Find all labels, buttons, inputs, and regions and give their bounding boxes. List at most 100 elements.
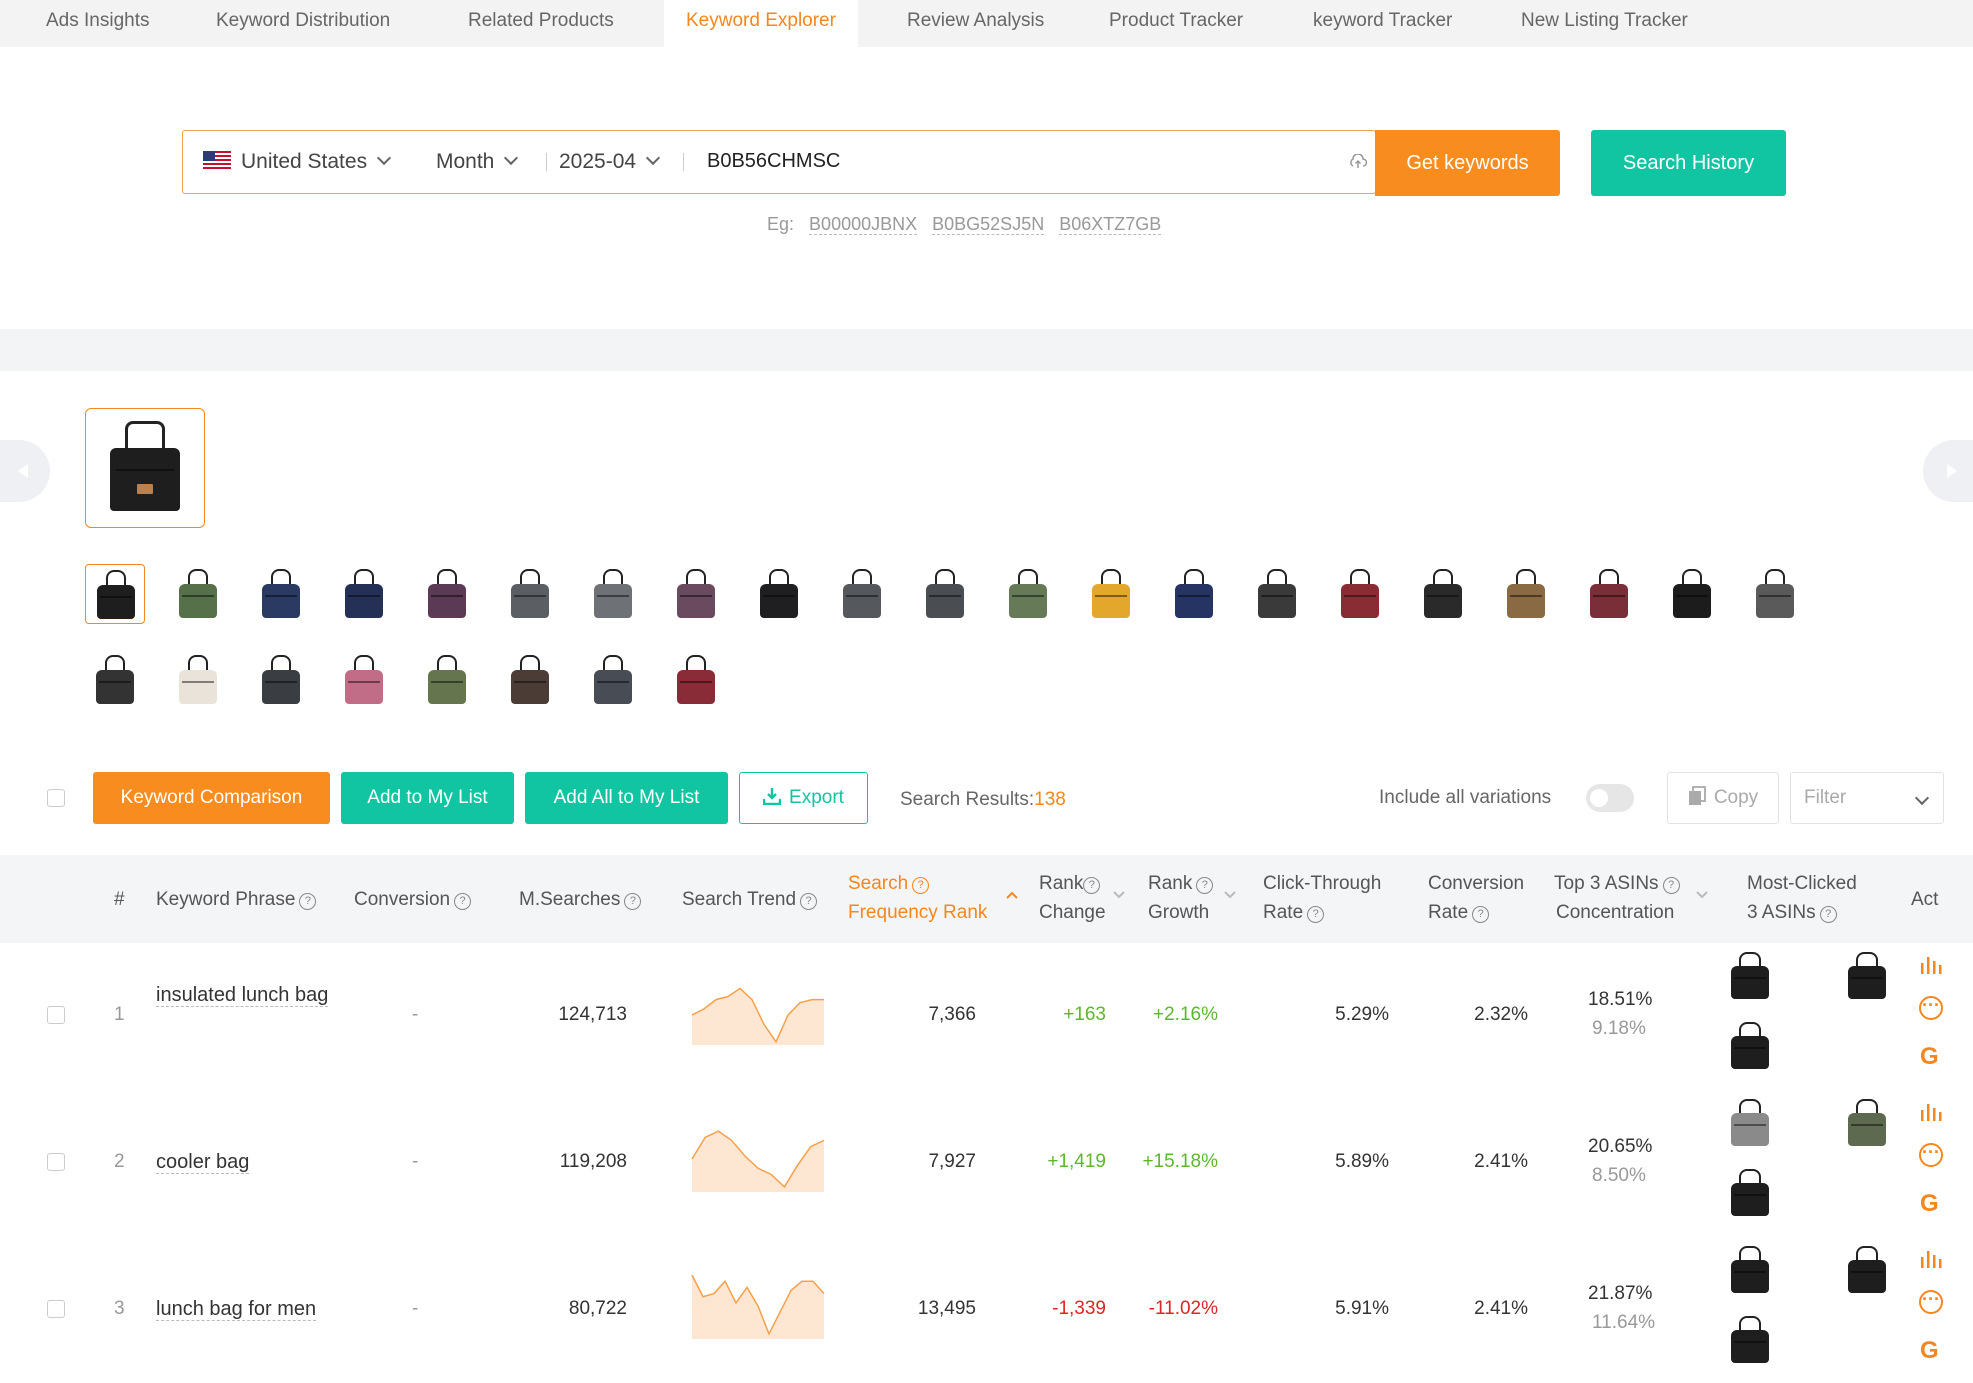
product-main-image[interactable] <box>85 408 205 528</box>
most-clicked-asin-image[interactable] <box>1721 1311 1779 1369</box>
date-select[interactable]: 2025-04 <box>559 131 661 192</box>
help-icon[interactable]: ? <box>299 893 317 910</box>
chart-bars-icon[interactable] <box>1919 1249 1945 1269</box>
tab-keyword-distribution[interactable]: Keyword Distribution <box>216 10 391 31</box>
add-all-to-list-button[interactable]: Add All to My List <box>525 772 728 824</box>
search-trend-sparkline[interactable] <box>691 979 825 1045</box>
variant-thumbnail[interactable] <box>583 564 643 624</box>
carousel-prev-button[interactable] <box>0 440 50 502</box>
tab-new-listing-tracker[interactable]: New Listing Tracker <box>1521 10 1688 31</box>
variant-thumbnail[interactable] <box>251 650 311 710</box>
variant-thumbnail[interactable] <box>168 564 228 624</box>
search-trend-sparkline[interactable] <box>691 1273 825 1339</box>
help-icon[interactable]: ? <box>1472 906 1490 923</box>
tab-product-tracker[interactable]: Product Tracker <box>1109 10 1244 31</box>
variant-thumbnail[interactable] <box>1164 564 1224 624</box>
col-search-frequency-rank[interactable]: Search? Frequency Rank <box>848 869 1018 927</box>
example-asin[interactable]: B06XTZ7GB <box>1059 214 1162 235</box>
help-icon[interactable]: ? <box>1196 877 1214 894</box>
tab-keyword-explorer[interactable]: Keyword Explorer <box>664 0 858 47</box>
keyword-link[interactable]: insulated lunch bag <box>156 984 329 1007</box>
more-options-icon[interactable]: ··· <box>1919 996 1943 1020</box>
most-clicked-asin-image[interactable] <box>1838 1241 1896 1299</box>
help-icon[interactable]: ? <box>912 877 930 894</box>
include-variations-toggle[interactable] <box>1586 784 1634 812</box>
variant-thumbnail[interactable] <box>583 650 643 710</box>
variant-thumbnail[interactable] <box>1496 564 1556 624</box>
variant-thumbnail[interactable] <box>500 650 560 710</box>
chart-bars-icon[interactable] <box>1919 1102 1945 1122</box>
col-ctr[interactable]: Click-Through Rate? <box>1263 869 1381 927</box>
most-clicked-asin-image[interactable] <box>1838 1094 1896 1152</box>
variant-thumbnail[interactable] <box>1081 564 1141 624</box>
variant-thumbnail[interactable] <box>832 564 892 624</box>
variant-thumbnail[interactable] <box>500 564 560 624</box>
variant-thumbnail[interactable] <box>417 564 477 624</box>
variant-thumbnail[interactable] <box>334 564 394 624</box>
variant-thumbnail[interactable] <box>85 564 145 624</box>
variant-thumbnail[interactable] <box>417 650 477 710</box>
example-asin[interactable]: B0BG52SJ5N <box>932 214 1045 235</box>
example-asin[interactable]: B00000JBNX <box>809 214 918 235</box>
keyword-phrase[interactable]: cooler bag <box>156 1148 336 1177</box>
most-clicked-asin-image[interactable] <box>1721 1241 1779 1299</box>
more-options-icon[interactable]: ··· <box>1919 1143 1943 1167</box>
col-keyword[interactable]: Keyword Phrase? <box>156 885 317 914</box>
keyword-comparison-button[interactable]: Keyword Comparison <box>93 772 330 824</box>
row-checkbox[interactable] <box>47 1153 65 1171</box>
google-search-icon[interactable]: G <box>1920 1337 1939 1364</box>
export-button[interactable]: Export <box>739 772 868 824</box>
period-select[interactable]: Month <box>436 131 519 192</box>
help-icon[interactable]: ? <box>1307 906 1325 923</box>
variant-thumbnail[interactable] <box>666 564 726 624</box>
help-icon[interactable]: ? <box>624 893 642 910</box>
tab-keyword-tracker[interactable]: keyword Tracker <box>1313 10 1453 31</box>
variant-thumbnail[interactable] <box>168 650 228 710</box>
asin-input[interactable]: B0B56CHMSC <box>707 150 841 172</box>
col-rank-growth[interactable]: Rank? Growth <box>1148 869 1236 927</box>
country-select[interactable]: United States <box>203 131 392 192</box>
sort-up-icon[interactable] <box>1006 891 1018 899</box>
row-checkbox[interactable] <box>47 1006 65 1024</box>
filter-select[interactable]: Filter <box>1790 772 1944 824</box>
upload-icon[interactable] <box>1349 154 1367 170</box>
row-checkbox[interactable] <box>47 1300 65 1318</box>
variant-thumbnail[interactable] <box>915 564 975 624</box>
variant-thumbnail[interactable] <box>1745 564 1805 624</box>
more-options-icon[interactable]: ··· <box>1919 1290 1943 1314</box>
tab-ads-insights[interactable]: Ads Insights <box>46 10 150 31</box>
sort-down-icon[interactable] <box>1224 891 1236 899</box>
keyword-link[interactable]: lunch bag for men <box>156 1298 317 1321</box>
sort-down-icon[interactable] <box>1696 891 1708 899</box>
variant-thumbnail[interactable] <box>334 650 394 710</box>
help-icon[interactable]: ? <box>1819 906 1837 923</box>
variant-thumbnail[interactable] <box>749 564 809 624</box>
variant-thumbnail[interactable] <box>1413 564 1473 624</box>
col-top3-concentration[interactable]: Top 3 ASINs? Concentration <box>1554 869 1708 927</box>
get-keywords-button[interactable]: Get keywords <box>1375 130 1560 196</box>
col-conversion[interactable]: Conversion? <box>354 885 472 914</box>
variant-thumbnail[interactable] <box>1330 564 1390 624</box>
most-clicked-asin-image[interactable] <box>1721 947 1779 1005</box>
variant-thumbnail[interactable] <box>1579 564 1639 624</box>
most-clicked-asin-image[interactable] <box>1838 947 1896 1005</box>
col-trend[interactable]: Search Trend? <box>682 885 818 914</box>
help-icon[interactable]: ? <box>1083 877 1101 894</box>
most-clicked-asin-image[interactable] <box>1721 1094 1779 1152</box>
help-icon[interactable]: ? <box>454 893 472 910</box>
variant-thumbnail[interactable] <box>666 650 726 710</box>
add-to-list-button[interactable]: Add to My List <box>341 772 514 824</box>
most-clicked-asin-image[interactable] <box>1721 1164 1779 1222</box>
variant-thumbnail[interactable] <box>85 650 145 710</box>
variant-thumbnail[interactable] <box>1247 564 1307 624</box>
variant-thumbnail[interactable] <box>251 564 311 624</box>
col-searches[interactable]: M.Searches? <box>519 885 642 914</box>
carousel-next-button[interactable] <box>1923 440 1973 502</box>
col-rank-change[interactable]: Rank? Change <box>1039 869 1125 927</box>
search-history-button[interactable]: Search History <box>1591 130 1786 196</box>
col-conversion-rate[interactable]: Conversion Rate? <box>1428 869 1524 927</box>
variant-thumbnail[interactable] <box>998 564 1058 624</box>
variant-thumbnail[interactable] <box>1662 564 1722 624</box>
search-trend-sparkline[interactable] <box>691 1126 825 1192</box>
tab-review-analysis[interactable]: Review Analysis <box>907 10 1045 31</box>
